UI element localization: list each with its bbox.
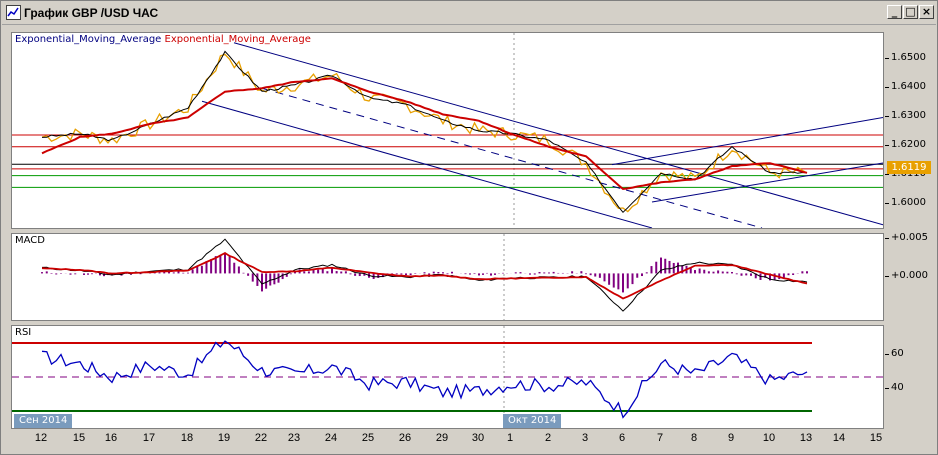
price-axis: 1.6500 1.6400 1.6300 1.6200 1.6110 1.600… (885, 32, 937, 229)
chart-icon (6, 5, 21, 20)
macd-tick: +0.000 (884, 270, 929, 281)
time-tick-label: 24 (324, 432, 338, 444)
month-label-sep: Сен 2014 (14, 414, 73, 428)
title-bar: График GBP /USD ЧАС _ □ × (2, 2, 936, 25)
rsi-tick: 40 (885, 382, 904, 393)
time-tick-label: 15 (869, 432, 883, 444)
time-tick-label: 15 (72, 432, 86, 444)
time-tick-label: 13 (799, 432, 813, 444)
price-line (41, 53, 808, 213)
close-button[interactable]: × (919, 5, 934, 19)
rsi-legend: RSI (15, 327, 32, 338)
channel-line (651, 162, 883, 203)
price-tick: 1.6000 (885, 197, 926, 208)
time-tick-label: 8 (690, 432, 698, 444)
macd-axis: +0.005 +0.000 (884, 232, 937, 321)
price-panel[interactable]: Exponential_Moving_Average Exponential_M… (11, 32, 884, 229)
channel-line (261, 87, 763, 228)
time-tick-label: 3 (581, 432, 589, 444)
current-price-tag: 1.6119 (887, 161, 931, 174)
time-tick-label: 18 (180, 432, 194, 444)
minimize-button[interactable]: _ (887, 5, 902, 19)
macd-legend: MACD (15, 235, 45, 246)
time-tick-label: 2 (544, 432, 552, 444)
price-tick: 1.6500 (885, 52, 926, 63)
rsi-panel[interactable]: RSI (11, 325, 884, 429)
time-tick-label: 17 (142, 432, 156, 444)
time-tick-label: 6 (618, 432, 626, 444)
price-tick: 1.6200 (885, 139, 926, 150)
time-axis: 12 15 16 17 18 19 22 23 24 25 26 29 30 1 2 3 6 7 8 9 10 13 14 1… (1, 430, 938, 454)
month-label-oct: Окт 2014 (503, 414, 562, 428)
time-tick-label: 22 (254, 432, 268, 444)
price-tick: 1.6400 (885, 81, 926, 92)
rsi-line (41, 340, 808, 419)
macd-panel[interactable]: MACD (11, 233, 884, 321)
macd-signal-line (41, 251, 808, 300)
time-tick-label: 29 (435, 432, 449, 444)
time-tick-label: 26 (398, 432, 412, 444)
time-tick-label: 23 (287, 432, 301, 444)
ema-fast-legend: Exponential_Moving_Average (15, 34, 162, 45)
rsi-axis: 60 40 (885, 325, 937, 429)
price-chart (12, 33, 883, 228)
time-tick-label: 25 (361, 432, 375, 444)
price-tick: 1.6300 (885, 110, 926, 121)
rsi-tick: 60 (885, 348, 904, 359)
ema-slow-line (41, 77, 808, 191)
window-title: График GBP /USD ЧАС (24, 6, 159, 20)
macd-chart (41, 234, 808, 320)
time-tick-label: 30 (471, 432, 485, 444)
channel-line (611, 117, 883, 166)
time-tick-label: 10 (762, 432, 776, 444)
channel-line (233, 42, 883, 226)
rsi-chart (12, 326, 883, 428)
time-tick-label: 19 (217, 432, 231, 444)
ema-slow-legend: Exponential_Moving_Average (164, 34, 311, 45)
maximize-button[interactable]: □ (903, 5, 918, 19)
ema-fast-line (41, 50, 808, 214)
time-tick-label: 9 (727, 432, 735, 444)
time-tick-label: 14 (832, 432, 846, 444)
channel-line (201, 100, 653, 228)
time-tick-label: 16 (104, 432, 118, 444)
time-tick-label: 7 (656, 432, 664, 444)
time-tick-label: 1 (506, 432, 514, 444)
macd-tick: +0.005 (884, 232, 929, 243)
time-tick-label: 12 (34, 432, 48, 444)
price-legend: Exponential_Moving_Average Exponential_M… (15, 34, 311, 45)
